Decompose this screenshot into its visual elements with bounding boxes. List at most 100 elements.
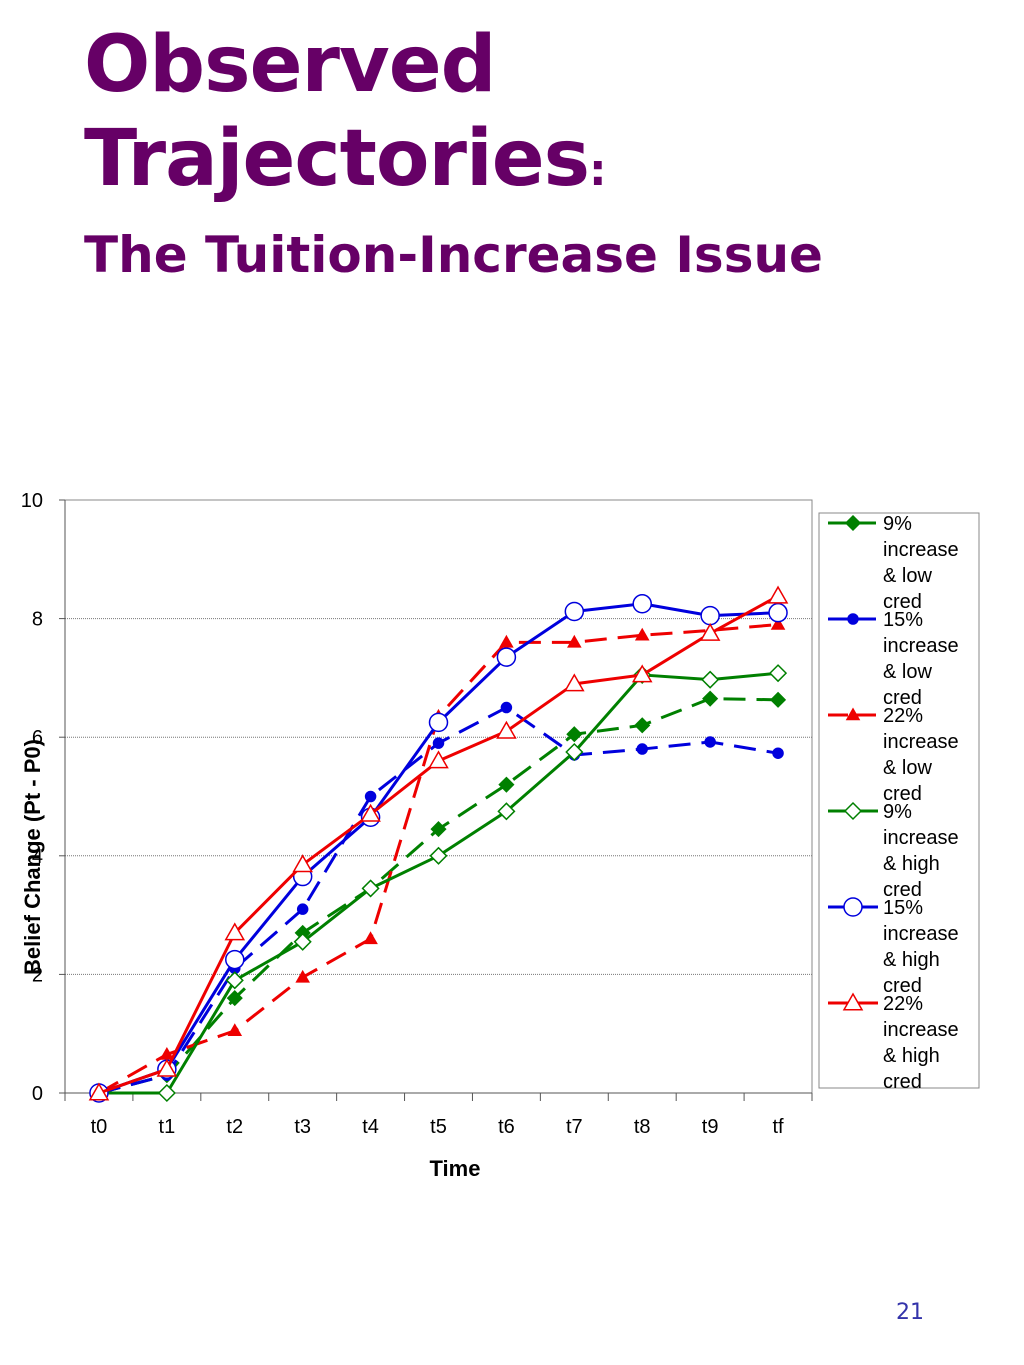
data-point bbox=[432, 737, 445, 749]
y-axis-title: Belief Change (Pt - P0) bbox=[20, 739, 45, 975]
y-tick-label: 0 bbox=[32, 1083, 43, 1105]
data-point bbox=[565, 742, 584, 762]
data-point bbox=[296, 903, 309, 915]
data-point bbox=[156, 1058, 178, 1077]
x-tick-label: t4 bbox=[362, 1116, 379, 1138]
data-point bbox=[496, 720, 517, 739]
data-point bbox=[360, 803, 381, 822]
legend-swatch-marker bbox=[844, 514, 862, 532]
data-point bbox=[430, 821, 447, 838]
data-point bbox=[224, 922, 246, 941]
legend-swatch-marker bbox=[842, 992, 864, 1011]
x-tick-label: t6 bbox=[498, 1116, 515, 1138]
data-point bbox=[702, 690, 719, 707]
slide-title-line-1: Observed bbox=[84, 20, 497, 110]
data-point bbox=[699, 622, 721, 641]
page-number: 21 bbox=[896, 1300, 924, 1325]
data-point bbox=[295, 969, 310, 983]
x-tick-label: t8 bbox=[634, 1116, 651, 1138]
legend-swatch-marker bbox=[845, 707, 861, 721]
data-point bbox=[498, 776, 515, 793]
x-tick-label: t0 bbox=[91, 1116, 108, 1138]
data-point bbox=[769, 691, 787, 708]
legend-entry: 15% increase & low cred bbox=[828, 609, 959, 709]
series-4 bbox=[89, 664, 788, 1103]
slide-title-colon: : bbox=[589, 145, 607, 196]
data-point bbox=[631, 664, 653, 683]
legend-entry: 9% increase & high cred bbox=[828, 801, 959, 901]
data-point bbox=[567, 634, 582, 648]
slide-title-block: Observed Trajectories: The Tuition-Incre… bbox=[84, 18, 984, 286]
data-point bbox=[364, 790, 377, 803]
plot-border bbox=[64, 499, 813, 1094]
series-5 bbox=[89, 594, 788, 1103]
legend-swatch-marker bbox=[843, 897, 863, 917]
x-tick-label: t5 bbox=[430, 1116, 447, 1138]
gridlines bbox=[65, 618, 812, 975]
x-tick-label: t7 bbox=[566, 1116, 583, 1138]
data-point bbox=[700, 605, 720, 626]
data-point bbox=[500, 701, 513, 714]
data-point bbox=[429, 846, 448, 865]
data-point bbox=[363, 931, 378, 945]
data-point bbox=[772, 747, 784, 759]
legend-box bbox=[818, 512, 980, 1089]
y-tick-label: 10 bbox=[21, 490, 43, 512]
y-axis: 0 2 4 6 8 10 bbox=[21, 490, 66, 1105]
data-point bbox=[701, 670, 720, 689]
legend-entry: 15% increase & high cred bbox=[828, 897, 959, 997]
data-point bbox=[496, 647, 517, 667]
data-point bbox=[767, 585, 789, 604]
y-tick-label: 6 bbox=[32, 727, 43, 749]
data-point bbox=[225, 971, 244, 990]
data-point bbox=[292, 854, 313, 873]
data-point bbox=[564, 601, 585, 622]
data-point bbox=[227, 1023, 243, 1036]
data-point bbox=[768, 664, 788, 683]
legend-label: 15% increase & low cred bbox=[883, 609, 959, 709]
slide-subtitle: The Tuition-Increase Issue bbox=[84, 226, 823, 284]
data-point bbox=[225, 949, 245, 970]
y-tick-label: 2 bbox=[32, 964, 43, 986]
legend-entry: 9% increase & low cred bbox=[828, 513, 959, 613]
legend-entry: 22% increase & high cred bbox=[828, 992, 959, 1093]
slide-title-line-2: Trajectories: bbox=[84, 112, 984, 218]
data-point bbox=[768, 602, 788, 623]
series-6 bbox=[88, 585, 789, 1101]
slide-title-text: Trajectories bbox=[84, 114, 590, 204]
plot-area bbox=[64, 499, 813, 1094]
data-point bbox=[361, 879, 380, 898]
data-point bbox=[566, 726, 583, 743]
data-point bbox=[428, 750, 449, 769]
x-tick-label: t9 bbox=[702, 1116, 719, 1138]
legend-label: 9% increase & high cred bbox=[883, 801, 959, 901]
legend-label: 22% increase & low cred bbox=[883, 705, 959, 805]
series-layer bbox=[88, 585, 789, 1103]
legend-entry: 22% increase & low cred bbox=[828, 705, 959, 805]
data-point bbox=[293, 932, 312, 951]
legend-swatch-marker bbox=[847, 613, 859, 625]
data-point bbox=[497, 802, 516, 821]
data-point bbox=[157, 1083, 176, 1103]
legend-label: 22% increase & high cred bbox=[883, 993, 959, 1093]
data-point bbox=[499, 634, 514, 648]
data-point bbox=[634, 627, 650, 641]
x-axis-title: Time bbox=[430, 1156, 481, 1181]
x-tick-label: t3 bbox=[294, 1116, 311, 1138]
data-point bbox=[632, 594, 652, 614]
data-point bbox=[564, 673, 585, 692]
x-tick-label: tf bbox=[772, 1116, 784, 1138]
data-point bbox=[770, 617, 786, 630]
data-point bbox=[428, 712, 449, 733]
y-tick-label: 8 bbox=[32, 609, 43, 631]
legend-swatch-marker bbox=[843, 801, 863, 821]
data-point bbox=[704, 736, 716, 748]
x-tick-label: t1 bbox=[159, 1116, 176, 1138]
data-point bbox=[226, 990, 243, 1007]
legend-label: 9% increase & low cred bbox=[883, 513, 959, 613]
x-tick-label: t2 bbox=[226, 1116, 243, 1138]
data-point bbox=[634, 717, 651, 734]
x-axis: t0 t1 t2 t3 t4 t5 t6 t7 t8 t9 tf bbox=[64, 1092, 813, 1138]
